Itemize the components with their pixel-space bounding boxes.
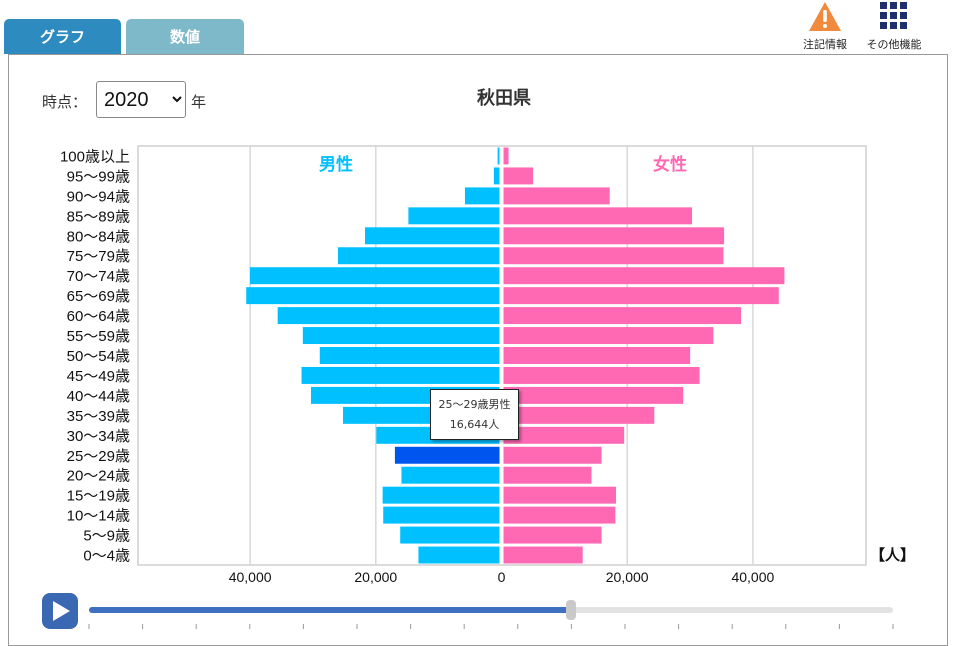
grid-menu-icon: [880, 2, 907, 29]
x-tick-label: 40,000: [229, 569, 272, 585]
female-bar: [503, 347, 691, 364]
female-bar: [503, 327, 714, 345]
year-suffix: 年: [191, 93, 207, 111]
play-icon: [53, 601, 70, 621]
time-slider-fill: [89, 607, 572, 613]
time-label: 時点：: [42, 93, 88, 111]
x-tick-label: 20,000: [354, 569, 397, 585]
male-bar: [383, 506, 500, 524]
female-bar: [503, 446, 602, 464]
plot-frame: [137, 145, 867, 566]
female-bar: [503, 167, 534, 185]
female-bar: [503, 466, 592, 484]
female-bar: [503, 187, 610, 205]
male-bar: [464, 187, 500, 205]
tooltip-value: 16,644人: [449, 418, 500, 431]
male-bar: [246, 287, 500, 305]
y-tick-label: 60〜64歳: [67, 308, 130, 325]
play-button[interactable]: [42, 593, 78, 629]
male-bar: [400, 526, 500, 544]
y-tick-label: 10〜14歳: [67, 508, 130, 525]
y-tick-label: 75〜79歳: [67, 248, 130, 265]
male-bar: [250, 267, 500, 285]
y-tick-label: 45〜49歳: [67, 368, 130, 385]
male-label: 男性: [319, 154, 353, 175]
y-tick-label: 90〜94歳: [67, 188, 130, 205]
male-bar: [493, 167, 500, 185]
male-bar: [365, 227, 500, 245]
male-bar: [418, 546, 500, 564]
female-bar: [503, 426, 625, 444]
y-tick-label: 95〜99歳: [67, 168, 130, 185]
male-bar: [302, 327, 500, 345]
y-tick-label: 15〜19歳: [67, 488, 130, 505]
male-bar: [401, 466, 500, 484]
notes-info-button[interactable]: 注記情報: [794, 0, 856, 52]
male-bar: [301, 366, 500, 384]
x-tick-label: 40,000: [731, 569, 774, 585]
y-tick-label: 55〜59歳: [67, 328, 130, 345]
y-tick-label: 35〜39歳: [67, 408, 130, 425]
male-bar: [382, 486, 500, 504]
x-tick-label: 20,000: [606, 569, 649, 585]
notes-info-label: 注記情報: [803, 38, 847, 51]
female-bar: [503, 366, 700, 384]
population-pyramid-chart: 100歳以上 95〜99歳 90〜94歳 85〜89歳 80〜84歳 75〜79歳 70〜7…: [60, 145, 915, 629]
female-bar: [503, 307, 742, 325]
female-bar: [503, 147, 509, 165]
y-tick-label: 50〜54歳: [67, 348, 130, 365]
y-tick-label: 30〜34歳: [67, 428, 130, 445]
y-tick-label: 100歳以上: [60, 148, 130, 165]
tooltip-category: 25〜29歳男性: [438, 398, 511, 411]
male-bar: [277, 307, 500, 325]
more-functions-label: その他機能: [866, 38, 922, 51]
y-tick-label: 20〜24歳: [67, 468, 130, 485]
chart-title: 秋田県: [477, 88, 531, 109]
female-bar: [503, 506, 616, 524]
time-slider-thumb[interactable]: [566, 600, 577, 620]
warning-icon: [809, 2, 841, 31]
female-bar: [503, 247, 724, 265]
male-bar: [319, 347, 500, 364]
chart-tooltip: 25〜29歳男性 16,644人: [430, 389, 519, 440]
year-select[interactable]: 2020: [96, 81, 186, 118]
tab-values[interactable]: 数値: [126, 19, 244, 54]
male-bar: [497, 147, 500, 165]
male-bar: [408, 207, 500, 225]
female-bar: [503, 486, 616, 504]
female-bar: [503, 207, 693, 225]
unit-label: 【人】: [870, 546, 915, 564]
female-label: 女性: [653, 154, 687, 175]
y-tick-label: 25〜29歳: [67, 448, 130, 465]
female-bar: [503, 287, 779, 305]
y-tick-label: 0〜4歳: [83, 548, 130, 565]
female-bar: [503, 267, 785, 285]
female-bar: [503, 526, 602, 544]
female-bar: [503, 546, 583, 564]
y-tick-label: 5〜9歳: [83, 528, 130, 545]
female-bar: [503, 406, 655, 424]
y-tick-label: 70〜74歳: [67, 268, 130, 285]
male-bar: [337, 247, 500, 265]
tab-graph[interactable]: グラフ: [4, 19, 121, 54]
female-bar: [503, 227, 725, 245]
time-slider[interactable]: [89, 600, 893, 620]
x-tick-label: 0: [498, 569, 506, 585]
male-bar: [394, 446, 500, 464]
more-functions-button[interactable]: その他機能: [863, 0, 925, 52]
y-tick-label: 80〜84歳: [67, 228, 130, 245]
y-tick-label: 65〜69歳: [67, 288, 130, 305]
female-bar: [503, 386, 684, 404]
y-tick-label: 85〜89歳: [67, 208, 130, 225]
y-tick-label: 40〜44歳: [67, 388, 130, 405]
